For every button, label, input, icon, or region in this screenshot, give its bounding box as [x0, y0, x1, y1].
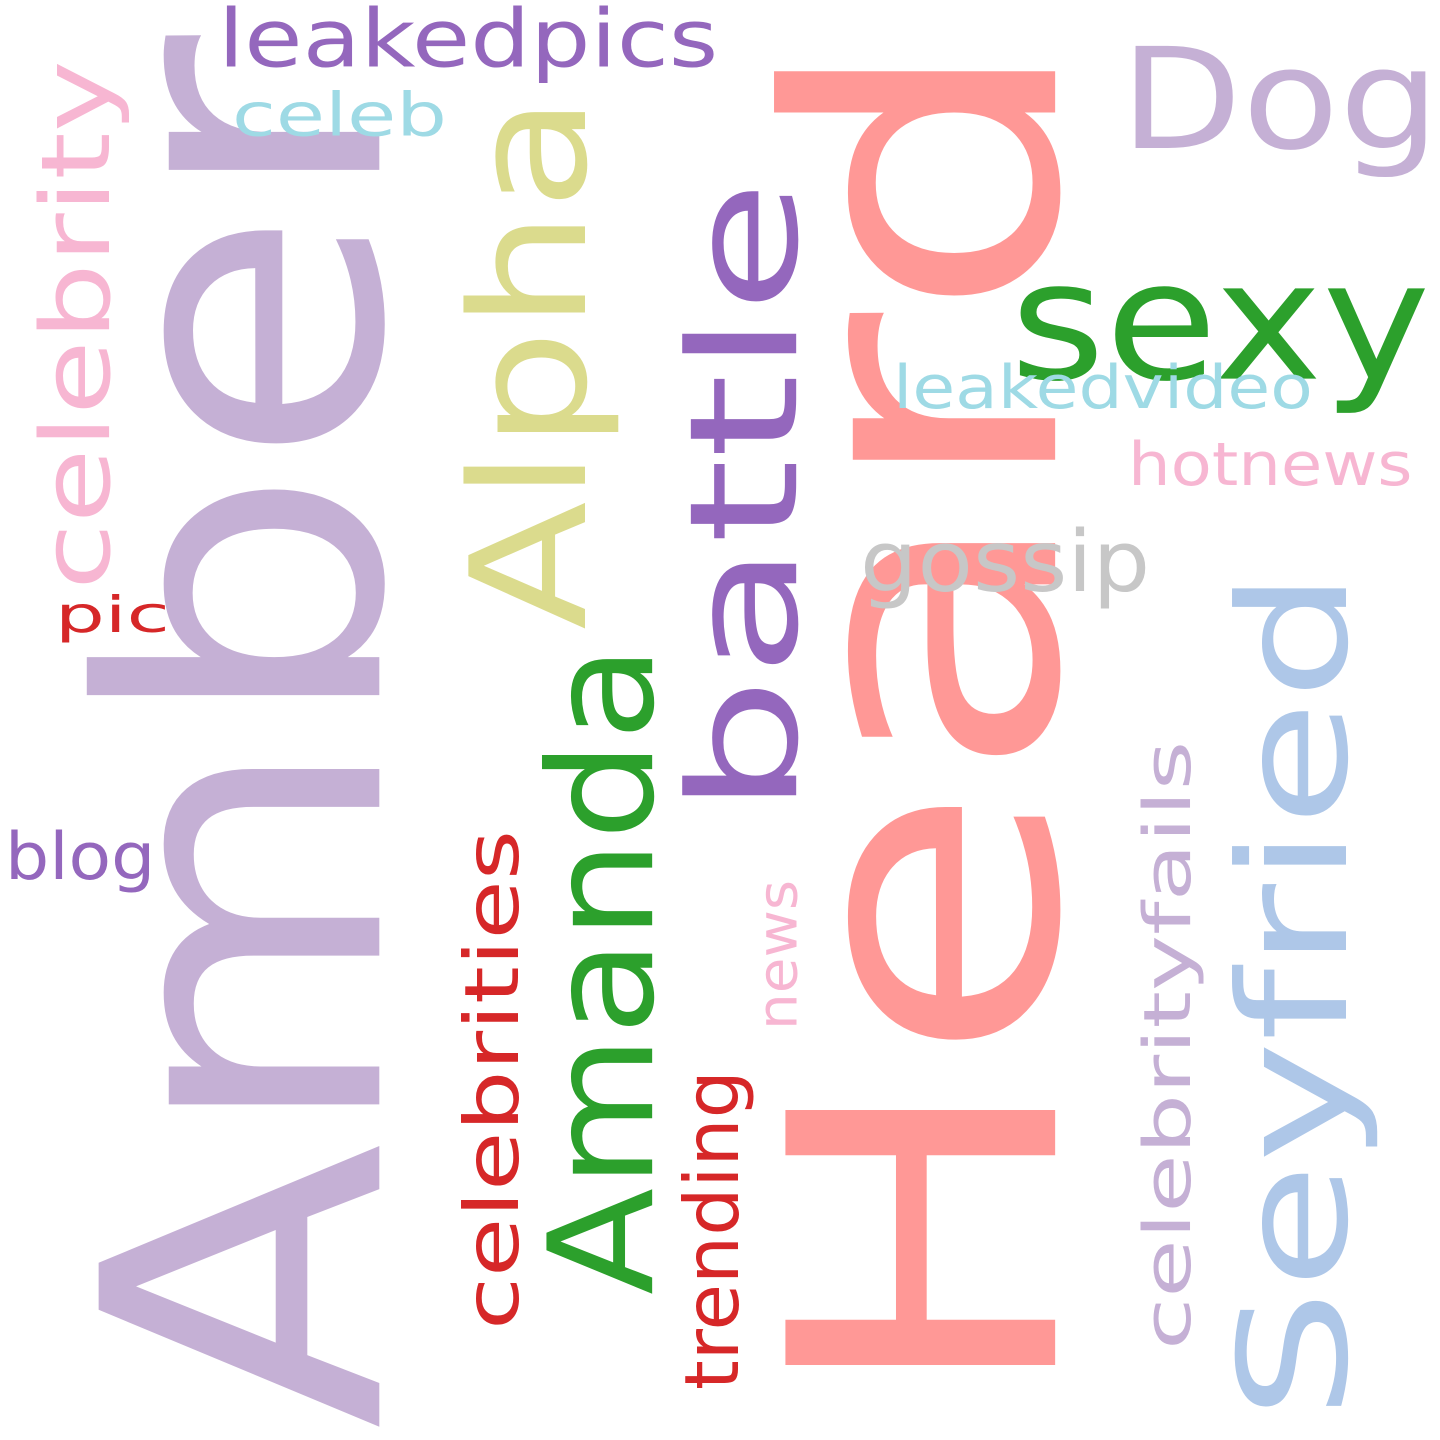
word-pic: pic: [55, 590, 170, 640]
word-text-battle: battle: [657, 179, 833, 815]
word-leakedvideo: leakedvideo: [893, 358, 1313, 418]
word-text-celebrity: celebrity: [22, 60, 132, 591]
word-amanda: Amanda: [517, 644, 687, 1295]
word-alpha: Alpha: [436, 95, 623, 631]
word-gossip: gossip: [860, 520, 1150, 605]
word-sexy: sexy: [1010, 240, 1430, 405]
word-seyfried: Seyfried: [1208, 569, 1382, 1420]
word-text-seyfried: Seyfried: [1208, 569, 1382, 1420]
word-text-dog: Dog: [1120, 18, 1440, 182]
word-text-sexy: sexy: [1010, 226, 1431, 419]
word-hotnews: hotnews: [1128, 435, 1413, 495]
word-text-celebrities: celebrities: [448, 829, 536, 1330]
word-text-amanda: Amanda: [517, 644, 687, 1295]
word-text-leakedpics: leakedpics: [218, 0, 719, 86]
word-text-celebrityfails: celebrityfails: [1129, 740, 1206, 1350]
word-celebrity: celebrity: [22, 60, 132, 591]
word-text-blog: blog: [5, 820, 156, 895]
word-trending: trending: [668, 1070, 756, 1390]
word-dog: Dog: [1120, 30, 1440, 170]
word-text-gossip: gossip: [860, 513, 1151, 612]
word-text-leakedvideo: leakedvideo: [893, 353, 1313, 423]
word-text-trending: trending: [668, 1070, 756, 1390]
word-blog: blog: [5, 825, 155, 890]
word-text-alpha: Alpha: [436, 95, 623, 631]
word-celebrities: celebrities: [448, 829, 536, 1330]
word-news: news: [745, 879, 810, 1030]
word-leakedpics: leakedpics: [218, 0, 718, 80]
word-celeb: celeb: [232, 85, 447, 145]
word-battle: battle: [657, 179, 833, 815]
word-text-celeb: celeb: [232, 79, 447, 150]
word-text-pic: pic: [55, 585, 170, 645]
word-text-news: news: [745, 879, 810, 1030]
word-text-hotnews: hotnews: [1128, 430, 1413, 500]
word-celebrityfails: celebrityfails: [1129, 740, 1206, 1350]
